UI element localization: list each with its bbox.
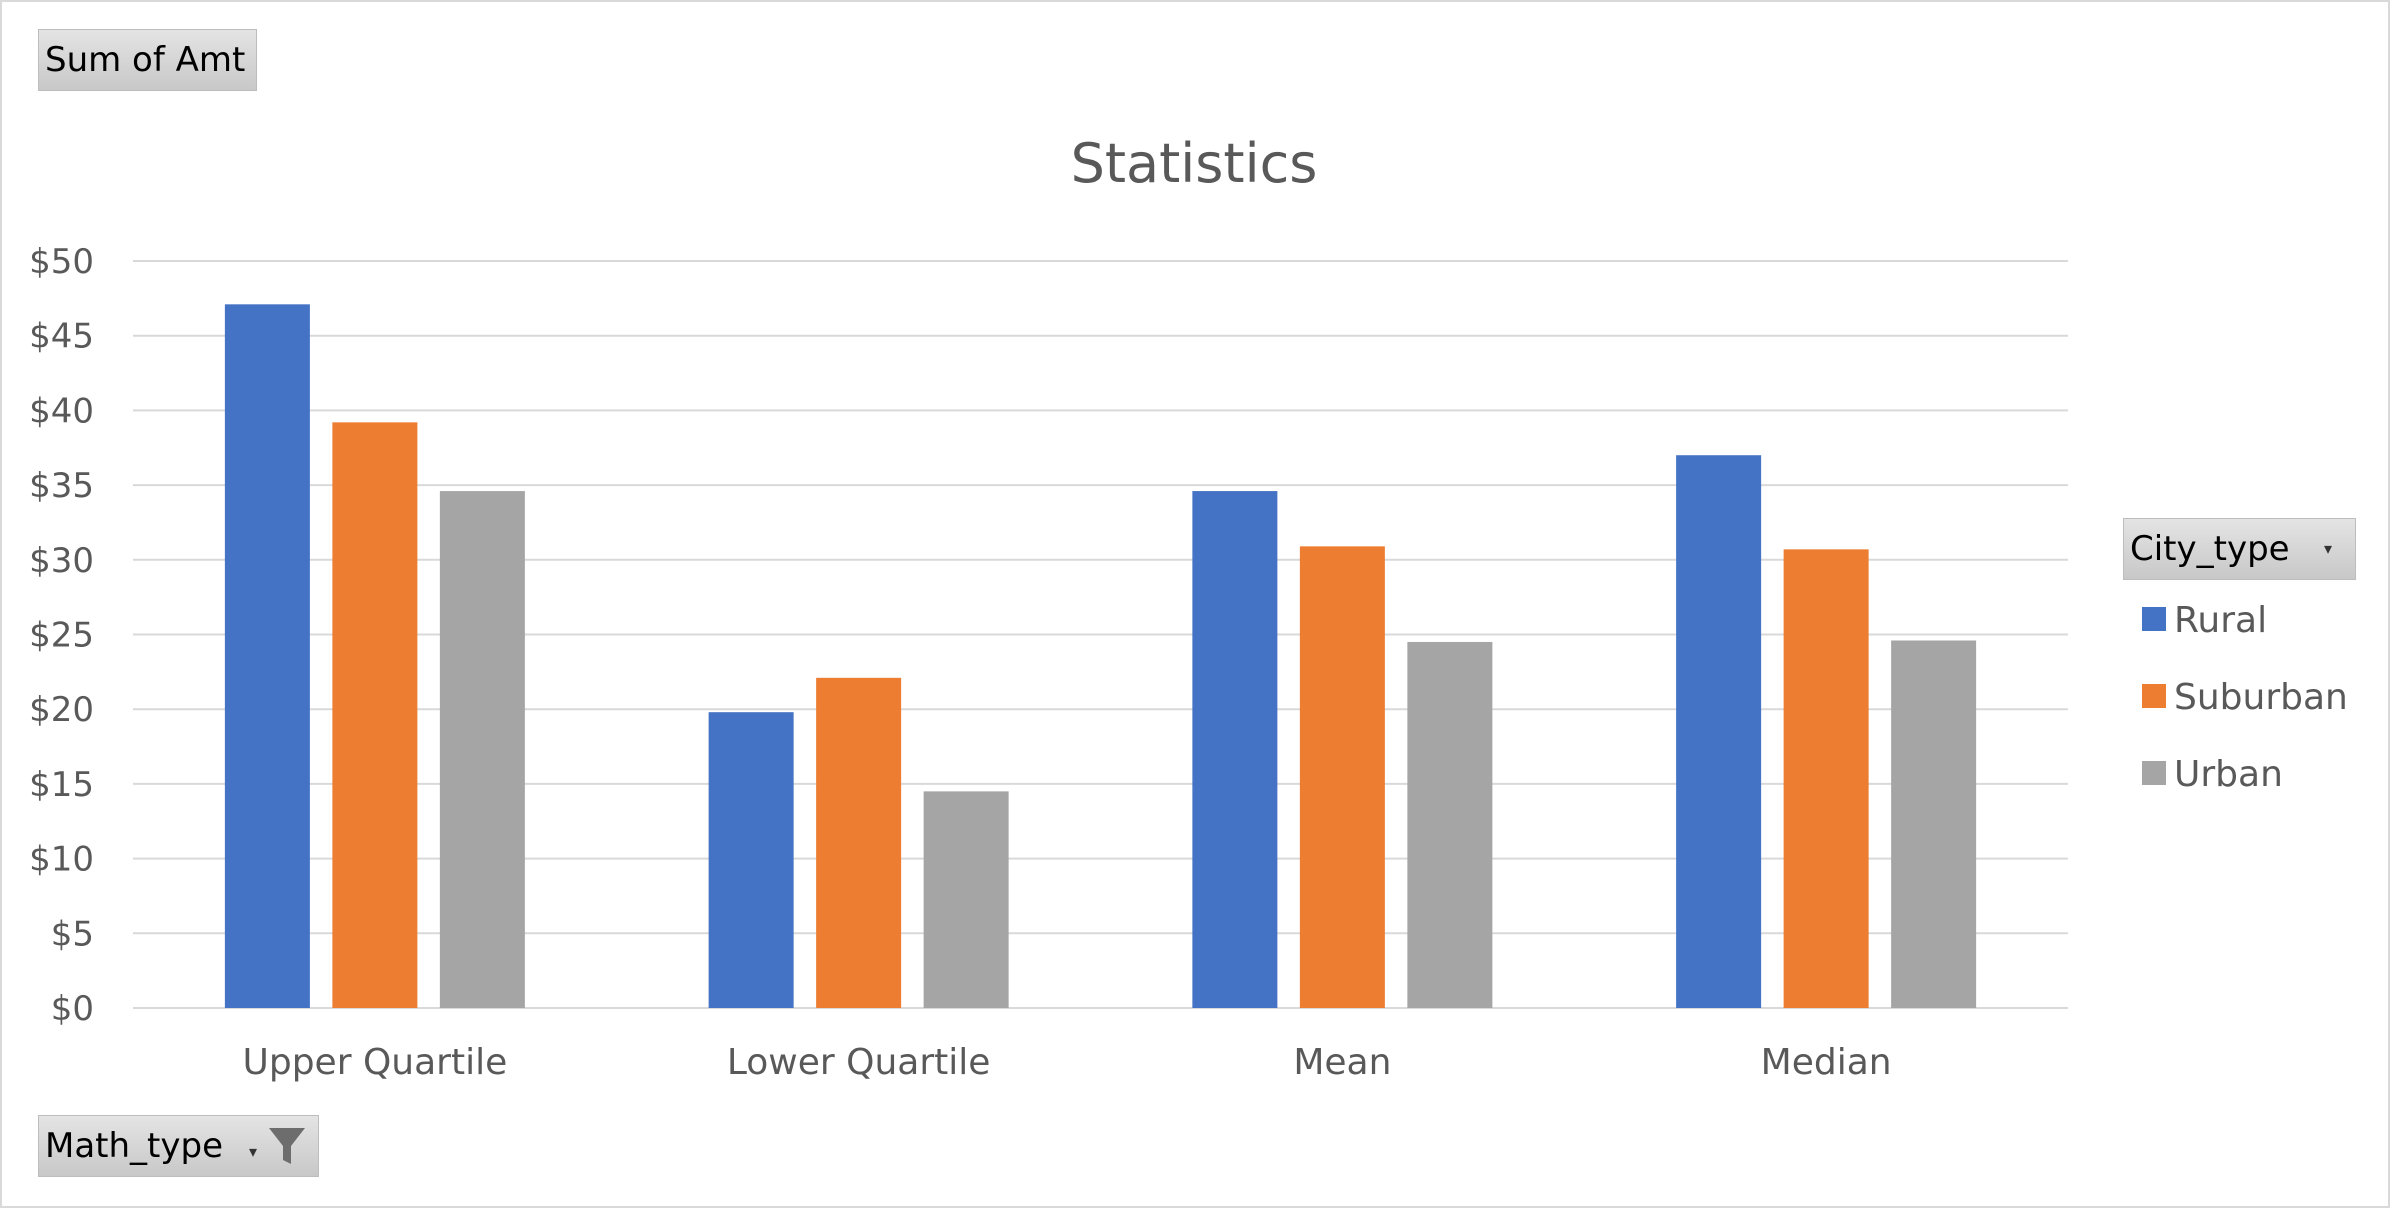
y-tick-label: $20 [29, 690, 94, 730]
y-tick-label: $40 [29, 391, 94, 431]
dropdown-arrow-icon[interactable]: ▾ [2324, 539, 2333, 558]
y-tick-label: $35 [29, 466, 94, 506]
y-tick-label: $15 [29, 765, 94, 805]
x-tick-label: Mean [1293, 1042, 1391, 1083]
bars [224, 304, 1977, 1009]
bar-suburban-median[interactable] [1783, 549, 1869, 1008]
filter-funnel-icon[interactable] [265, 1124, 309, 1168]
legend-label-rural: Rural [2174, 600, 2267, 641]
x-tick-label: Median [1761, 1042, 1892, 1083]
bar-suburban-upper-quartile[interactable] [332, 422, 418, 1008]
bar-urban-lower-quartile[interactable] [923, 791, 1009, 1008]
legend-swatch-urban [2142, 761, 2166, 785]
y-tick-label: $0 [51, 989, 94, 1029]
y-tick-label: $30 [29, 541, 94, 581]
chart-title: Statistics [1071, 132, 1318, 195]
bar-rural-upper-quartile[interactable] [224, 304, 310, 1008]
dropdown-arrow-icon[interactable]: ▾ [249, 1142, 258, 1161]
legend-swatch-rural [2142, 607, 2166, 631]
bar-urban-median[interactable] [1891, 640, 1977, 1008]
y-tick-label: $45 [29, 317, 94, 357]
legend: Rural Suburban Urban [2142, 600, 2348, 795]
bar-rural-mean[interactable] [1192, 491, 1278, 1008]
y-tick-label: $25 [29, 616, 94, 656]
y-tick-label: $5 [51, 914, 94, 954]
legend-swatch-suburban [2142, 684, 2166, 708]
legend-label-urban: Urban [2174, 754, 2283, 795]
axis-field-label: Math_type [45, 1126, 224, 1166]
values-field-button[interactable]: Sum of Amt [38, 29, 257, 91]
y-axis-tick-labels: $0 $5 $10 $15 $20 $25 $30 $35 $40 $45 $50 [29, 242, 94, 1029]
x-axis-tick-labels: Upper Quartile Lower Quartile Mean Median [243, 1042, 1892, 1083]
legend-field-label: City_type [2130, 529, 2290, 569]
bar-rural-lower-quartile[interactable] [708, 712, 794, 1008]
x-tick-label: Lower Quartile [727, 1042, 991, 1083]
y-tick-label: $50 [29, 242, 94, 282]
bar-rural-median[interactable] [1676, 455, 1762, 1009]
bar-suburban-mean[interactable] [1299, 546, 1385, 1008]
bar-urban-mean[interactable] [1407, 641, 1493, 1008]
legend-label-suburban: Suburban [2174, 677, 2348, 718]
values-field-label: Sum of Amt [45, 40, 246, 80]
axis-field-button[interactable]: Math_type ▾ [38, 1115, 319, 1177]
y-tick-label: $10 [29, 840, 94, 880]
bar-suburban-lower-quartile[interactable] [816, 677, 902, 1008]
legend-field-button[interactable]: City_type ▾ [2123, 518, 2356, 580]
bar-urban-upper-quartile[interactable] [439, 491, 525, 1008]
x-tick-label: Upper Quartile [243, 1042, 508, 1083]
